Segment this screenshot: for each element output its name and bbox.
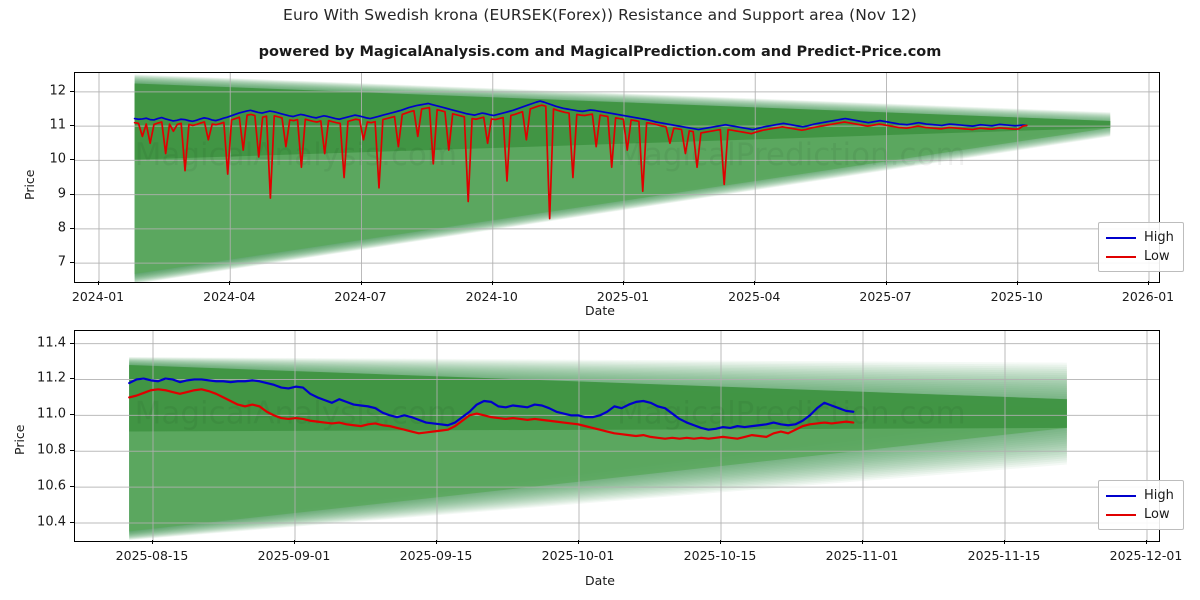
legend-swatch-high <box>1106 494 1136 497</box>
x-tick-mark <box>754 281 756 285</box>
x-tick-label: 2025-10-15 <box>683 548 757 563</box>
y-tick-mark <box>70 522 74 524</box>
page-title: Euro With Swedish krona (EURSEK(Forex)) … <box>283 6 917 24</box>
y-tick-mark <box>70 227 74 229</box>
x-tick-label: 2025-04 <box>728 289 781 304</box>
y-tick-label: 8 <box>57 220 66 236</box>
y-tick-label: 11.2 <box>37 370 66 386</box>
x-tick-mark <box>229 281 231 285</box>
y-tick-mark <box>70 378 74 380</box>
legend-entry-low: Low <box>1106 505 1174 524</box>
svg-text:MagicalAnalysis.com: MagicalAnalysis.com <box>135 395 457 431</box>
legend-label-high: High <box>1144 488 1174 503</box>
x-tick-mark <box>720 540 721 544</box>
legend-entry-low: Low <box>1106 247 1174 266</box>
x-tick-mark <box>623 281 624 285</box>
y-tick-label: 12 <box>49 83 66 99</box>
x-tick-label: 2025-01 <box>596 289 650 304</box>
x-tick-mark <box>1016 281 1018 285</box>
y-tick-mark <box>70 342 74 344</box>
x-tick-mark <box>1146 540 1147 544</box>
zoom-x-axis-label: Date <box>585 573 615 588</box>
svg-text:MagicalPrediction.com: MagicalPrediction.com <box>617 395 966 431</box>
x-tick-label: 2025-07 <box>859 289 912 304</box>
legend-swatch-low <box>1106 255 1136 258</box>
y-tick-mark <box>70 159 74 161</box>
legend-entry-high: High <box>1106 228 1174 247</box>
y-tick-label: 9 <box>57 186 66 202</box>
x-tick-mark <box>862 540 863 544</box>
y-tick-label: 7 <box>57 254 66 270</box>
overview-plot-area: MagicalAnalysis.com MagicalPrediction.com <box>74 72 1160 283</box>
x-tick-label: 2026-01 <box>1121 289 1175 304</box>
y-tick-label: 10.4 <box>37 514 66 530</box>
x-tick-label: 2025-08-15 <box>115 548 189 563</box>
y-tick-label: 10.6 <box>37 478 66 494</box>
y-tick-mark <box>70 125 74 127</box>
x-tick-mark <box>578 540 579 544</box>
svg-text:MagicalAnalysis.com: MagicalAnalysis.com <box>135 137 457 173</box>
y-tick-mark <box>70 262 74 264</box>
x-tick-label: 2025-11-15 <box>967 548 1041 563</box>
x-tick-mark <box>885 281 887 285</box>
x-tick-label: 2025-10 <box>990 289 1043 304</box>
y-tick-label: 11.0 <box>37 406 66 422</box>
overview-chart-panel: Price Date MagicalAnalysis.com MagicalPre… <box>22 72 1184 318</box>
x-tick-mark <box>98 281 99 285</box>
x-tick-mark <box>1004 540 1005 544</box>
x-tick-mark <box>491 281 493 285</box>
page-subtitle: powered by MagicalAnalysis.com and Magic… <box>258 44 942 60</box>
y-tick-mark <box>70 193 74 195</box>
x-tick-mark <box>294 540 295 544</box>
y-tick-label: 10 <box>49 151 66 167</box>
y-tick-mark <box>70 414 74 416</box>
y-tick-label: 11 <box>49 117 66 133</box>
y-tick-label: 10.8 <box>37 442 66 458</box>
y-tick-mark <box>70 450 74 452</box>
x-tick-mark <box>360 281 362 285</box>
y-tick-mark <box>70 90 74 92</box>
overview-x-axis-label: Date <box>585 303 615 318</box>
y-tick-label: 11.4 <box>37 335 66 351</box>
x-tick-label: 2024-04 <box>203 289 256 304</box>
y-tick-mark <box>70 486 74 488</box>
x-tick-label: 2024-07 <box>334 289 387 304</box>
x-tick-label: 2025-11-01 <box>825 548 899 563</box>
zoom-chart-panel: Price Date MagicalAnalysis.com MagicalPre… <box>0 320 1200 600</box>
zoom-plot-area: MagicalAnalysis.com MagicalPrediction.com <box>74 330 1160 542</box>
legend-swatch-low <box>1106 513 1136 516</box>
x-tick-label: 2025-12-01 <box>1109 548 1183 563</box>
legend-label-low: Low <box>1144 507 1170 522</box>
svg-text:MagicalPrediction.com: MagicalPrediction.com <box>617 137 966 173</box>
legend-swatch-high <box>1106 236 1136 239</box>
x-tick-label: 2025-10-01 <box>541 548 615 563</box>
x-tick-mark <box>436 540 437 544</box>
legend-entry-high: High <box>1106 486 1174 505</box>
zoom-legend: High Low <box>1098 480 1184 530</box>
x-tick-label: 2024-01 <box>71 289 125 304</box>
legend-label-low: Low <box>1144 249 1170 264</box>
x-tick-mark <box>152 540 153 544</box>
x-tick-mark <box>1148 281 1149 285</box>
x-tick-label: 2025-09-15 <box>399 548 473 563</box>
x-tick-label: 2025-09-01 <box>257 548 331 563</box>
legend-label-high: High <box>1144 230 1174 245</box>
x-tick-label: 2024-10 <box>465 289 518 304</box>
overview-legend: High Low <box>1098 222 1184 272</box>
